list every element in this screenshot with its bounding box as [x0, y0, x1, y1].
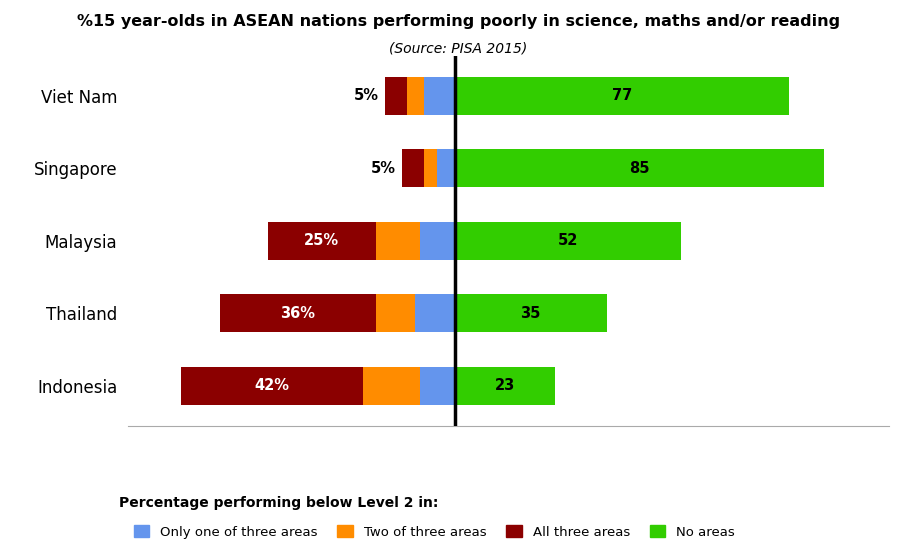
Bar: [181, 367, 363, 404]
Bar: [425, 150, 437, 187]
Bar: [268, 222, 376, 260]
Bar: [385, 77, 407, 115]
Bar: [455, 77, 790, 115]
Text: 35: 35: [521, 306, 541, 321]
Text: 52: 52: [558, 234, 578, 248]
Bar: [425, 77, 455, 115]
Text: 5%: 5%: [353, 88, 379, 104]
Text: %15 year-olds in ASEAN nations performing poorly in science, maths and/or readin: %15 year-olds in ASEAN nations performin…: [77, 14, 840, 29]
Bar: [455, 295, 607, 332]
Bar: [403, 150, 425, 187]
Bar: [455, 222, 680, 260]
Text: 25%: 25%: [304, 234, 339, 248]
Text: 85: 85: [629, 161, 649, 176]
Bar: [455, 150, 824, 187]
Bar: [437, 150, 455, 187]
Bar: [415, 295, 455, 332]
Text: Percentage performing below Level 2 in:: Percentage performing below Level 2 in:: [119, 496, 438, 510]
Text: (Source: PISA 2015): (Source: PISA 2015): [390, 42, 527, 56]
Bar: [363, 367, 420, 404]
Bar: [420, 222, 455, 260]
Text: 5%: 5%: [370, 161, 396, 176]
Bar: [220, 295, 376, 332]
Legend: Only one of three areas, Two of three areas, All three areas, No areas: Only one of three areas, Two of three ar…: [128, 520, 740, 544]
Text: 77: 77: [612, 88, 632, 104]
Bar: [376, 295, 415, 332]
Text: 42%: 42%: [254, 378, 290, 393]
Text: 23: 23: [494, 378, 514, 393]
Bar: [420, 367, 455, 404]
Bar: [376, 222, 420, 260]
Text: 36%: 36%: [281, 306, 315, 321]
Bar: [455, 367, 555, 404]
Bar: [407, 77, 425, 115]
